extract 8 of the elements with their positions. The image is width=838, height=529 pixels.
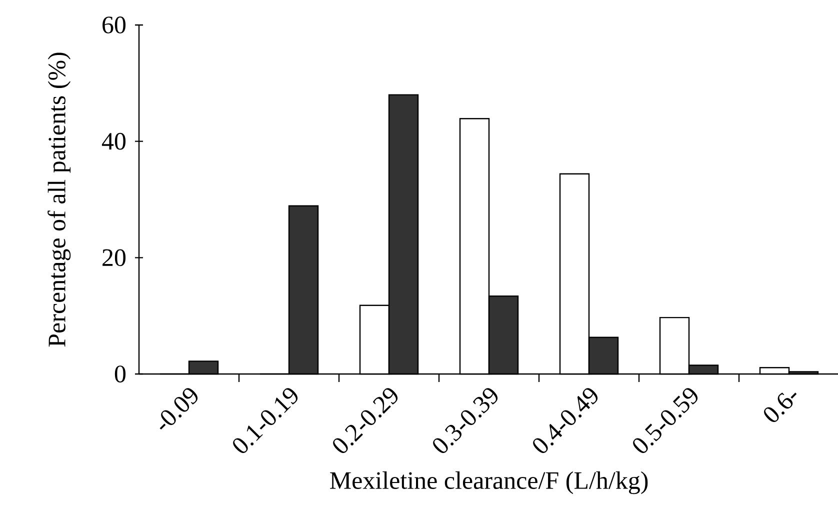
x-tick-label: 0.6- [764, 392, 797, 422]
y-tick-label: 0 [114, 366, 126, 382]
x-axis-title: Mexiletine clearance/F (L/h/kg) [330, 471, 648, 494]
y-axis-title: Percentage of all patients (%) [48, 52, 71, 347]
x-tick-label: -0.09 [160, 388, 198, 430]
y-tick-label: 40 [102, 132, 126, 150]
y-tick-label: 60 [102, 16, 126, 34]
y-tick-label: 20 [102, 249, 126, 266]
